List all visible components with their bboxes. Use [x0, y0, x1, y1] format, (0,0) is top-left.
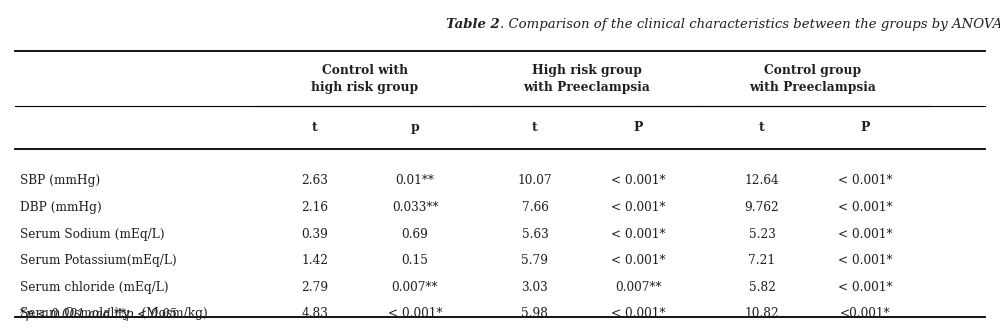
Text: Serum Osmolality   (Mosm/kg): Serum Osmolality (Mosm/kg): [20, 307, 208, 320]
Text: 12.64: 12.64: [745, 174, 779, 188]
Text: *p < 0.001 and **p < 0.05: *p < 0.001 and **p < 0.05: [20, 308, 177, 321]
Text: 2.16: 2.16: [302, 201, 328, 214]
Text: < 0.001*: < 0.001*: [838, 201, 892, 214]
Text: Serum Potassium(mEq/L): Serum Potassium(mEq/L): [20, 254, 177, 267]
Text: < 0.001*: < 0.001*: [611, 201, 665, 214]
Text: < 0.001*: < 0.001*: [838, 254, 892, 267]
Text: 9.762: 9.762: [745, 201, 779, 214]
Text: 1.42: 1.42: [302, 254, 328, 267]
Text: 5.23: 5.23: [749, 227, 775, 241]
Text: < 0.001*: < 0.001*: [838, 281, 892, 294]
Text: <0.001*: <0.001*: [840, 307, 890, 320]
Text: < 0.001*: < 0.001*: [611, 174, 665, 188]
Text: t: t: [759, 121, 765, 134]
Text: < 0.001*: < 0.001*: [611, 307, 665, 320]
Text: 0.007**: 0.007**: [392, 281, 438, 294]
Text: 5.82: 5.82: [748, 281, 776, 294]
Text: SBP (mmHg): SBP (mmHg): [20, 174, 100, 188]
Text: 0.033**: 0.033**: [392, 201, 438, 214]
Text: P: P: [633, 121, 643, 134]
Text: DBP (mmHg): DBP (mmHg): [20, 201, 102, 214]
Text: 0.01**: 0.01**: [396, 174, 434, 188]
Text: 4.83: 4.83: [302, 307, 328, 320]
Text: 7.21: 7.21: [748, 254, 776, 267]
Text: 5.98: 5.98: [522, 307, 548, 320]
Text: < 0.001*: < 0.001*: [838, 227, 892, 241]
Text: Serum chloride (mEq/L): Serum chloride (mEq/L): [20, 281, 169, 294]
Text: 2.79: 2.79: [301, 281, 329, 294]
Text: p: p: [411, 121, 419, 134]
Text: 10.82: 10.82: [745, 307, 779, 320]
Text: 0.39: 0.39: [302, 227, 328, 241]
Text: Control group
with Preeclampsia: Control group with Preeclampsia: [750, 64, 876, 94]
Text: t: t: [312, 121, 318, 134]
Text: < 0.001*: < 0.001*: [838, 174, 892, 188]
Text: 3.03: 3.03: [522, 281, 548, 294]
Text: t: t: [532, 121, 538, 134]
Text: 5.63: 5.63: [522, 227, 548, 241]
Text: Table 2: Table 2: [446, 18, 500, 31]
Text: P: P: [860, 121, 870, 134]
Text: 0.007**: 0.007**: [615, 281, 661, 294]
Text: < 0.001*: < 0.001*: [611, 227, 665, 241]
Text: 2.63: 2.63: [302, 174, 328, 188]
Text: 0.15: 0.15: [402, 254, 428, 267]
Text: 10.07: 10.07: [518, 174, 552, 188]
Text: 0.69: 0.69: [402, 227, 428, 241]
Text: . Comparison of the clinical characteristics between the groups by ANOVA: . Comparison of the clinical characteris…: [500, 18, 1000, 31]
Text: Control with
high risk group: Control with high risk group: [311, 64, 419, 94]
Text: 5.79: 5.79: [522, 254, 548, 267]
Text: 7.66: 7.66: [522, 201, 548, 214]
Text: < 0.001*: < 0.001*: [611, 254, 665, 267]
Text: < 0.001*: < 0.001*: [388, 307, 442, 320]
Text: Serum Sodium (mEq/L): Serum Sodium (mEq/L): [20, 227, 165, 241]
Text: High risk group
with Preeclampsia: High risk group with Preeclampsia: [524, 64, 650, 94]
